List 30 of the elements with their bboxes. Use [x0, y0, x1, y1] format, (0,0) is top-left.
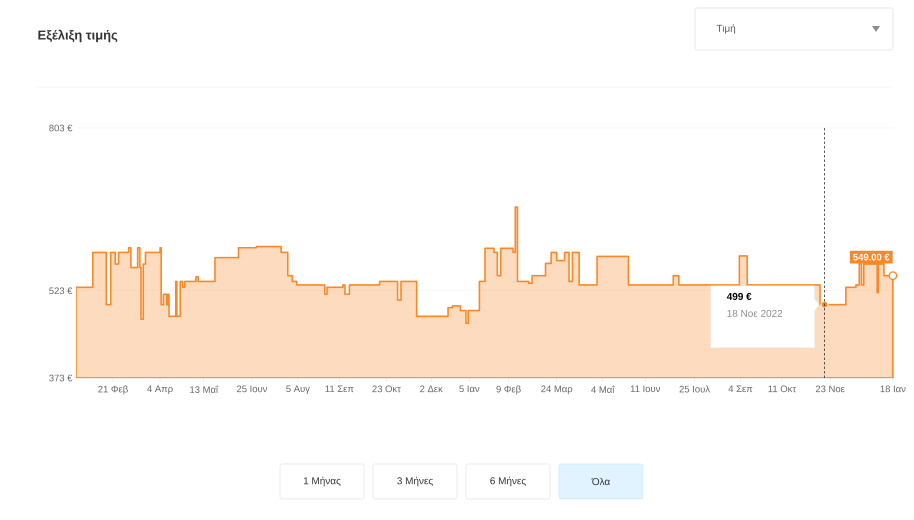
x-tick-label: 11 Ιουν: [630, 386, 660, 392]
text: Όλα: [592, 478, 610, 486]
chart-title: Εξέλιξη τιμής: [38, 30, 118, 42]
x-tick-label: 11 Οκτ: [768, 386, 796, 392]
text: Τιμή: [716, 24, 736, 34]
y-tick-label: 373 €: [49, 374, 72, 382]
annotation: 499 €: [726, 292, 752, 300]
y-tick-label: 803 €: [49, 124, 72, 132]
y-tick-label: 523 €: [49, 287, 72, 294]
x-tick-label: 25 Ιουν: [236, 386, 268, 392]
text: 6 Μήνες: [490, 476, 526, 486]
x-tick-label: 5 Αυγ: [286, 386, 310, 394]
x-tick-label: 2 Δεκ: [420, 386, 443, 392]
text: 3 Μήνες: [397, 476, 433, 486]
x-tick-label: 4 Σεπ: [728, 386, 752, 392]
x-tick-label: 21 Φεβ: [98, 386, 128, 394]
x-tick-label: 9 Φεβ: [496, 386, 521, 394]
annotation: 18 Νοε 2022: [727, 310, 782, 317]
text: 1 Μήνας: [304, 476, 341, 486]
x-tick-label: 5 Ιαν: [459, 386, 480, 392]
x-tick-label: 4 Απρ: [147, 386, 173, 394]
x-tick-label: 23 Οκτ: [372, 386, 401, 392]
x-tick-label: 11 Σεπ: [326, 386, 354, 392]
annotation: 549.00 €: [853, 254, 890, 260]
x-tick-label: 25 Ιουλ: [680, 386, 710, 392]
x-tick-label: 18 Ιαν: [880, 386, 906, 392]
x-tick-label: 4 Μαΐ: [591, 385, 615, 393]
x-tick-label: 23 Νοε: [816, 386, 845, 392]
x-tick-label: 13 Μαΐ: [190, 385, 218, 393]
x-tick-label: 24 Μαρ: [541, 386, 572, 394]
